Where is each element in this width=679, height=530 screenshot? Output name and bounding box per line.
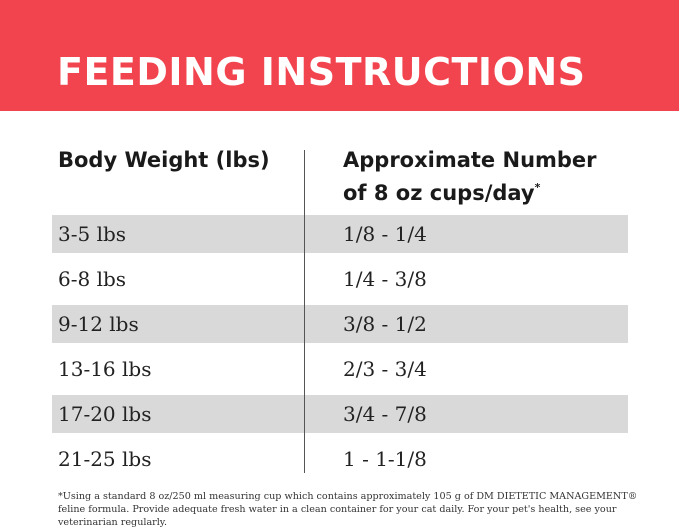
banner: FEEDING INSTRUCTIONS [0,0,679,111]
header-text: of 8 oz cups/day [343,181,535,205]
note-mark: * [534,181,541,194]
column-header: Approximate Number of 8 oz cups/day* [343,146,597,207]
table-row: 6-8 lbs 1/4 - 3/8 [52,260,628,298]
table-cell: 17-20 lbs [58,402,152,426]
table-cell: 1/4 - 3/8 [343,267,427,291]
table-row: 13-16 lbs 2/3 - 3/4 [52,350,628,388]
title: FEEDING INSTRUCTIONS [57,50,586,94]
header-line: of 8 oz cups/day* [343,174,597,207]
table-cell: 21-25 lbs [58,447,152,471]
table-cell: 3/4 - 7/8 [343,402,427,426]
table-cell: 13-16 lbs [58,357,152,381]
table-cell: 1/8 - 1/4 [343,222,427,246]
table-cell: 3/8 - 1/2 [343,312,427,336]
table-cell: 1 - 1-1/8 [343,447,427,471]
header-line: Approximate Number [343,148,597,172]
table-row: 21-25 lbs 1 - 1-1/8 [52,440,628,478]
table-cell: 9-12 lbs [58,312,139,336]
header-line: Body Weight (lbs) [58,148,270,172]
table-cell: 3-5 lbs [58,222,127,246]
divider [304,150,305,473]
table-cell: 2/3 - 3/4 [343,357,427,381]
footnote: *Using a standard 8 oz/250 ml measuring … [58,491,638,528]
column-header: Body Weight (lbs) [58,146,270,174]
table-cell: 6-8 lbs [58,267,127,291]
table-row: 3-5 lbs 1/8 - 1/4 [52,215,628,253]
table-row: 17-20 lbs 3/4 - 7/8 [52,395,628,433]
table-row: 9-12 lbs 3/8 - 1/2 [52,305,628,343]
